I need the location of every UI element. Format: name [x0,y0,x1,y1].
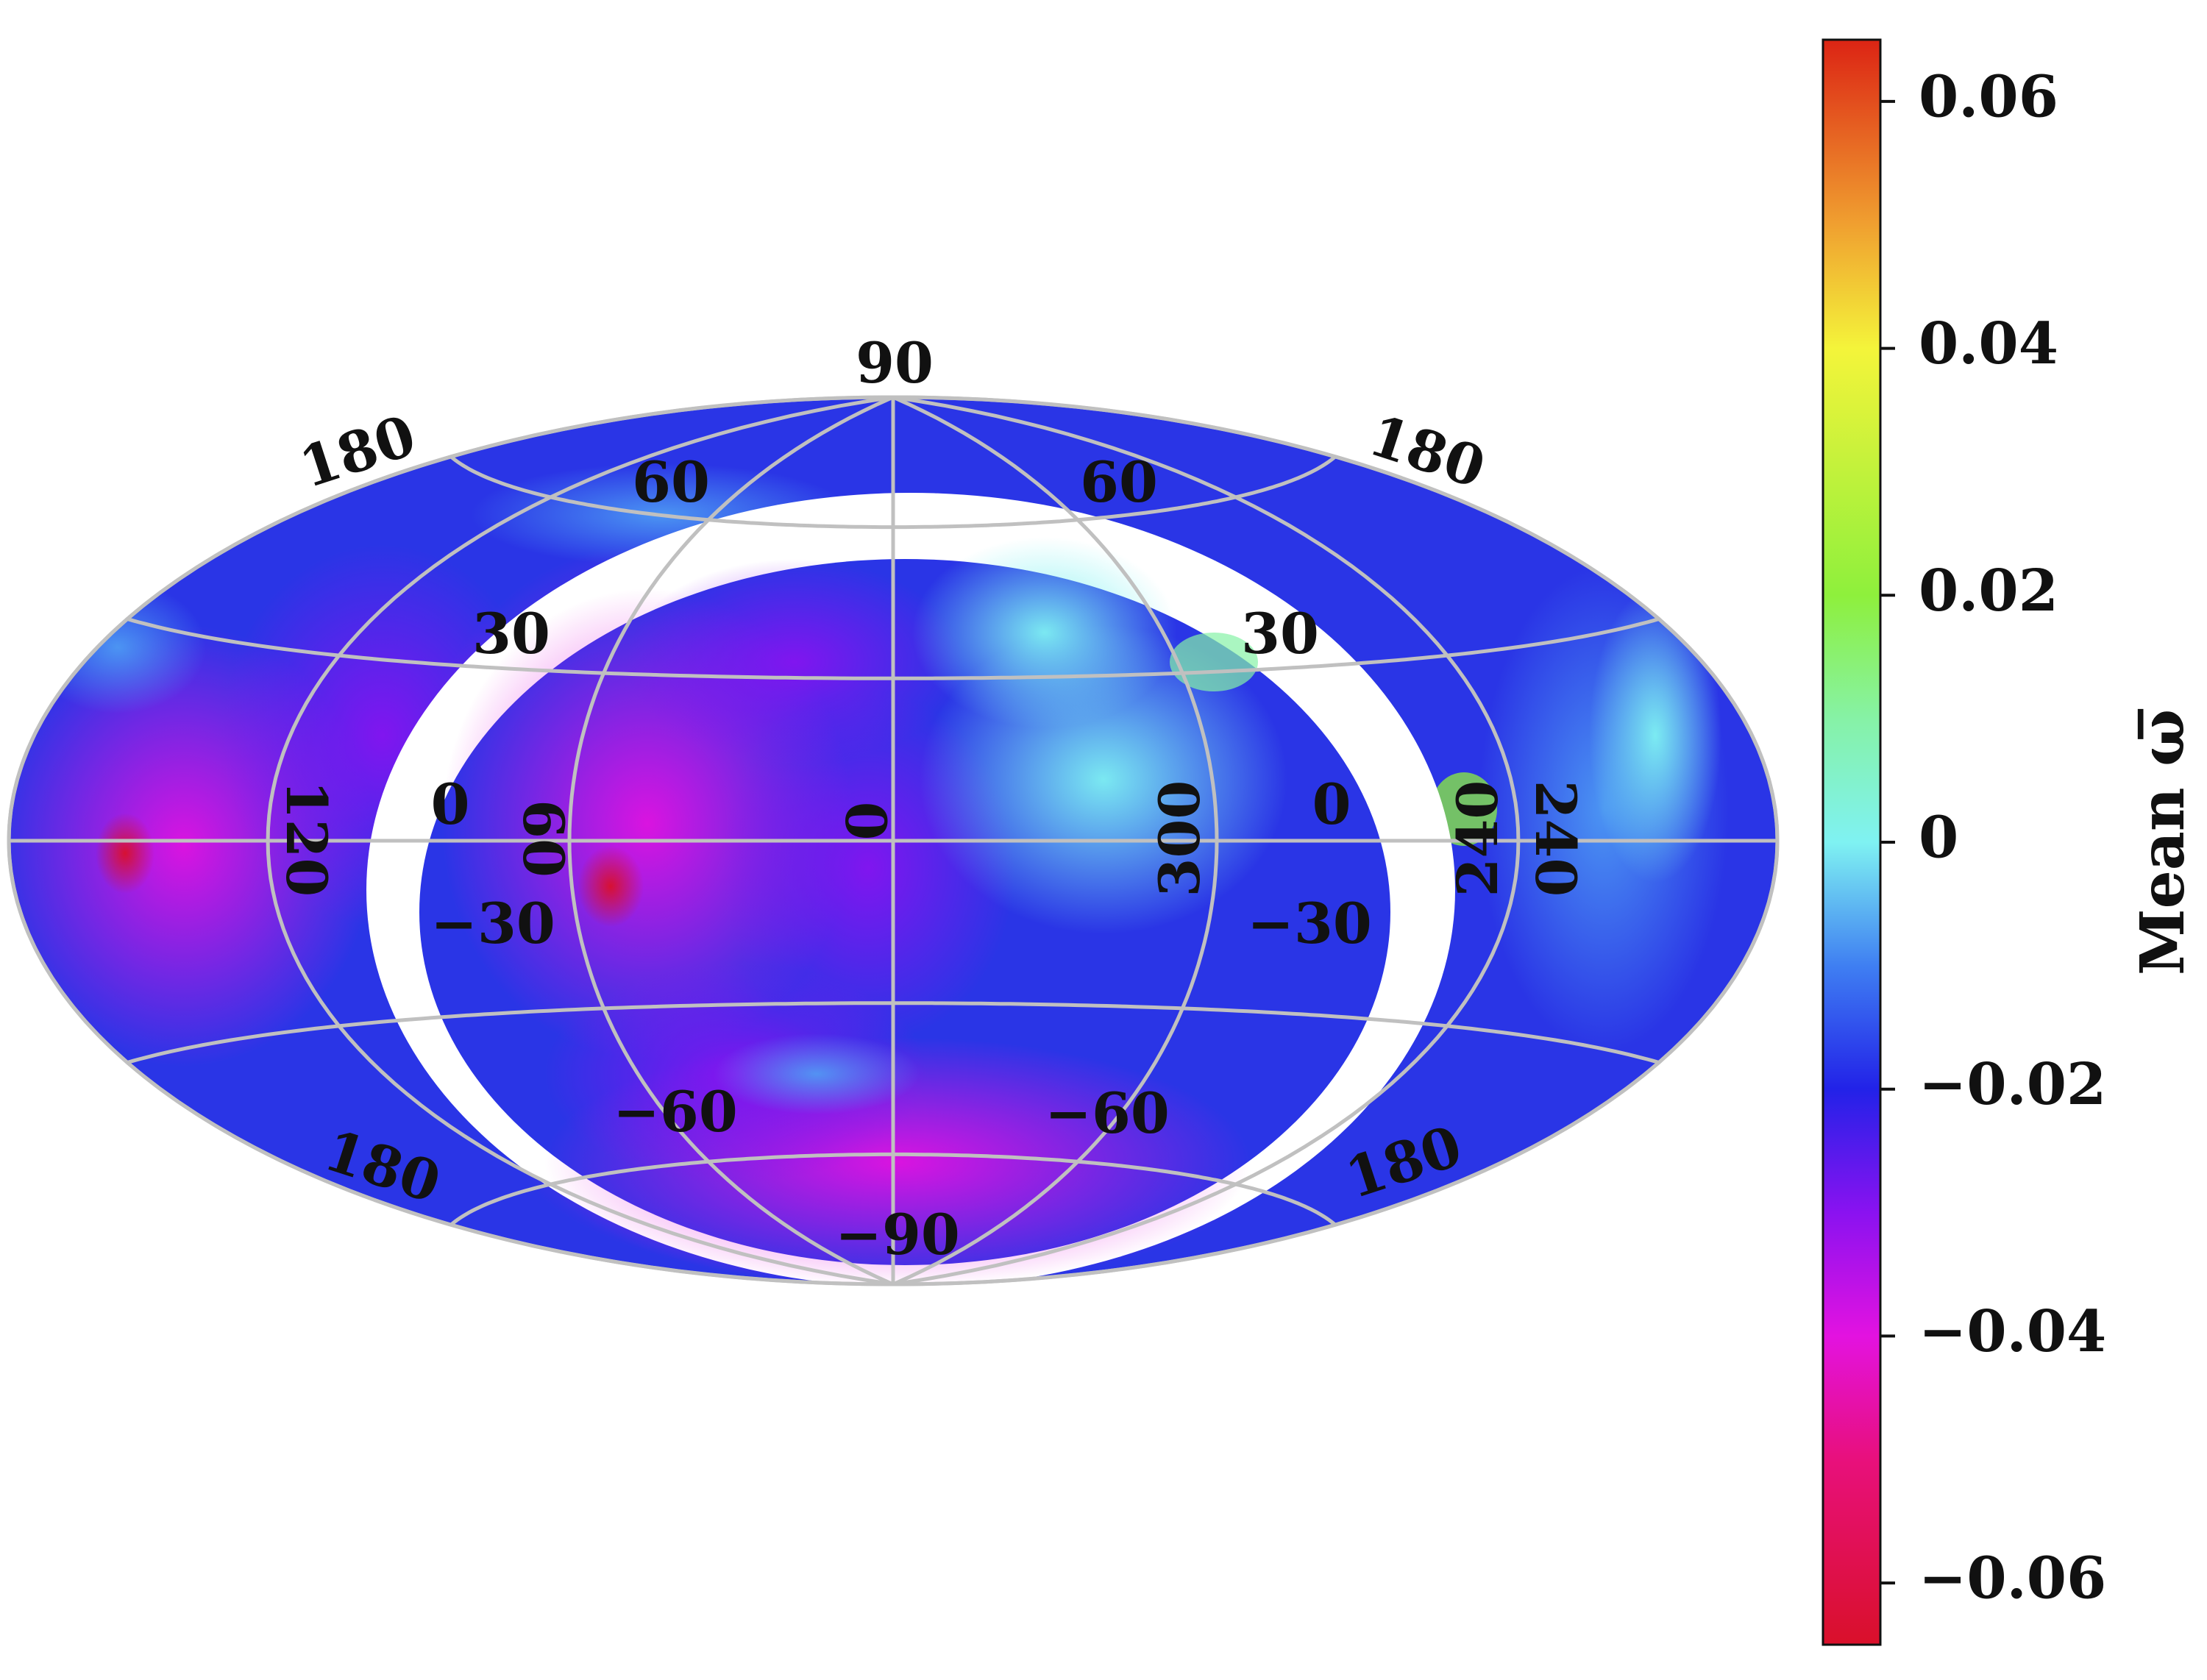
latitude-label-minus90: −90 [835,1202,959,1267]
colorbar-gradient [1822,38,1882,1646]
latitude-label-0-right: 0 [1312,772,1351,837]
map-outline [7,395,1780,1286]
colorbar-tick-label: −0.02 [1919,1051,2106,1118]
sky-region-west-light [29,581,206,713]
meridian-label-240-flipped: 240 [1523,780,1588,897]
parallel-line [127,1001,1660,1064]
latitude-label-0-left: 0 [431,772,470,837]
meridian-label-300: 300 [1147,780,1212,897]
colorbar-title: Mean ω̅ [2128,709,2198,975]
colorbar-ticks: 0.06 0.04 0.02 0 −0.02 −0.04 −0.06 [1880,63,2106,1612]
parallel-line [449,1152,1337,1227]
colorbar-tick-label: −0.04 [1919,1298,2106,1365]
meridian-label-240: 240 [1445,780,1510,897]
graticule [7,395,1780,1286]
latitude-label-30-right: 30 [1241,601,1319,666]
colorbar-tick-label: 0.04 [1919,310,2058,377]
sky-region-red-spot-west [96,813,154,894]
latitude-label-90: 90 [856,330,934,396]
colorbar-tick-label: −0.06 [1919,1545,2106,1612]
colorbar-tick-label: 0.06 [1919,63,2058,130]
map-interior [441,537,1287,1284]
parallel-line [449,455,1337,530]
colorbar-tick-label: 0.02 [1919,558,2058,624]
parallel-line [127,617,1660,680]
colorbar: 0.06 0.04 0.02 0 −0.02 −0.04 −0.06 Mean ω̅ [1822,38,2198,1646]
latitude-label-60-right: 60 [1080,449,1158,515]
latitude-label-minus30-left: −30 [430,891,555,956]
latitude-label-60-left: 60 [632,449,710,515]
latitude-label-minus60-right: −60 [1045,1081,1169,1146]
latitude-label-30-left: 30 [472,601,550,666]
sky-map [9,397,1777,1284]
colorbar-tick-label: 0 [1919,805,1958,872]
meridian-label-120: 120 [274,780,339,897]
latitude-label-minus30-right: −30 [1247,891,1371,956]
meridian-label-60: 60 [511,800,576,878]
sky-region-right-cyan [1589,588,1721,883]
meridian-label-0: 0 [833,802,898,841]
latitude-label-minus60-left: −60 [613,1079,737,1145]
